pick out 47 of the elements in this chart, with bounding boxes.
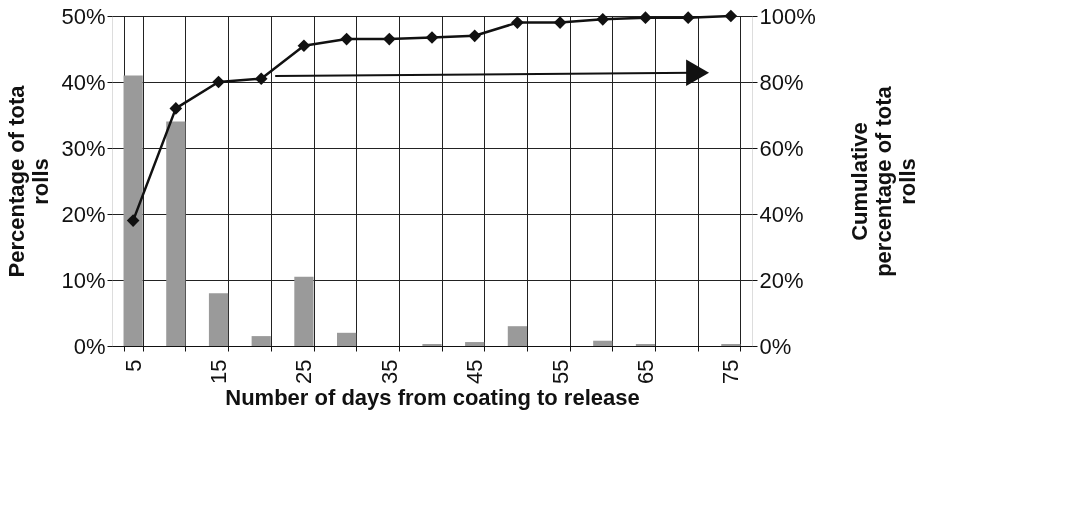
- y2-tick-label: 20%: [759, 267, 804, 293]
- bar: [507, 326, 527, 346]
- bar: [294, 276, 314, 346]
- y2-tick-label: 100%: [759, 3, 816, 29]
- point: [297, 39, 311, 53]
- point: [596, 12, 610, 26]
- y2-tick-label: 40%: [759, 201, 804, 227]
- x-tick-label: 65: [632, 359, 658, 384]
- x-tick-label: 15: [206, 359, 232, 384]
- x-tick-label: 5: [120, 359, 146, 372]
- x-tick-label: 35: [376, 359, 402, 384]
- x-tick-label: 75: [718, 359, 744, 384]
- point: [425, 31, 439, 44]
- point: [212, 75, 225, 89]
- bar: [593, 340, 613, 346]
- y-axis-title: Percentage of tota rolls: [4, 84, 54, 278]
- y-tick-label: 40%: [61, 69, 106, 95]
- point: [553, 16, 567, 29]
- y-tick-label: 50%: [61, 3, 106, 29]
- y-tick-label: 0%: [73, 333, 106, 359]
- y2-tick-label: 80%: [759, 69, 804, 95]
- x-tick-label: 45: [462, 359, 488, 384]
- y2-axis-title: Cumulative percentage of tota rolls: [846, 85, 920, 277]
- y-tick-label: 20%: [61, 201, 106, 227]
- point: [724, 9, 738, 23]
- y2-tick-label: 0%: [759, 333, 792, 359]
- point: [254, 72, 268, 86]
- point: [639, 11, 652, 24]
- point: [681, 11, 695, 24]
- bar: [465, 342, 485, 346]
- bar: [123, 75, 143, 346]
- point: [169, 102, 183, 115]
- y2-tick-label: 60%: [759, 135, 804, 161]
- bar: [251, 336, 271, 346]
- point: [340, 32, 353, 46]
- point: [126, 214, 140, 227]
- bar: [208, 293, 229, 346]
- bar: [337, 332, 357, 346]
- point: [468, 29, 482, 43]
- x-tick-label: 55: [547, 359, 573, 384]
- point: [511, 16, 524, 29]
- y-tick-label: 30%: [61, 135, 106, 161]
- bar: [166, 121, 186, 346]
- x-tick-label: 25: [291, 359, 317, 384]
- point: [382, 32, 396, 46]
- x-axis-title: Number of days from coating to release: [225, 384, 640, 410]
- y-tick-label: 10%: [61, 267, 106, 293]
